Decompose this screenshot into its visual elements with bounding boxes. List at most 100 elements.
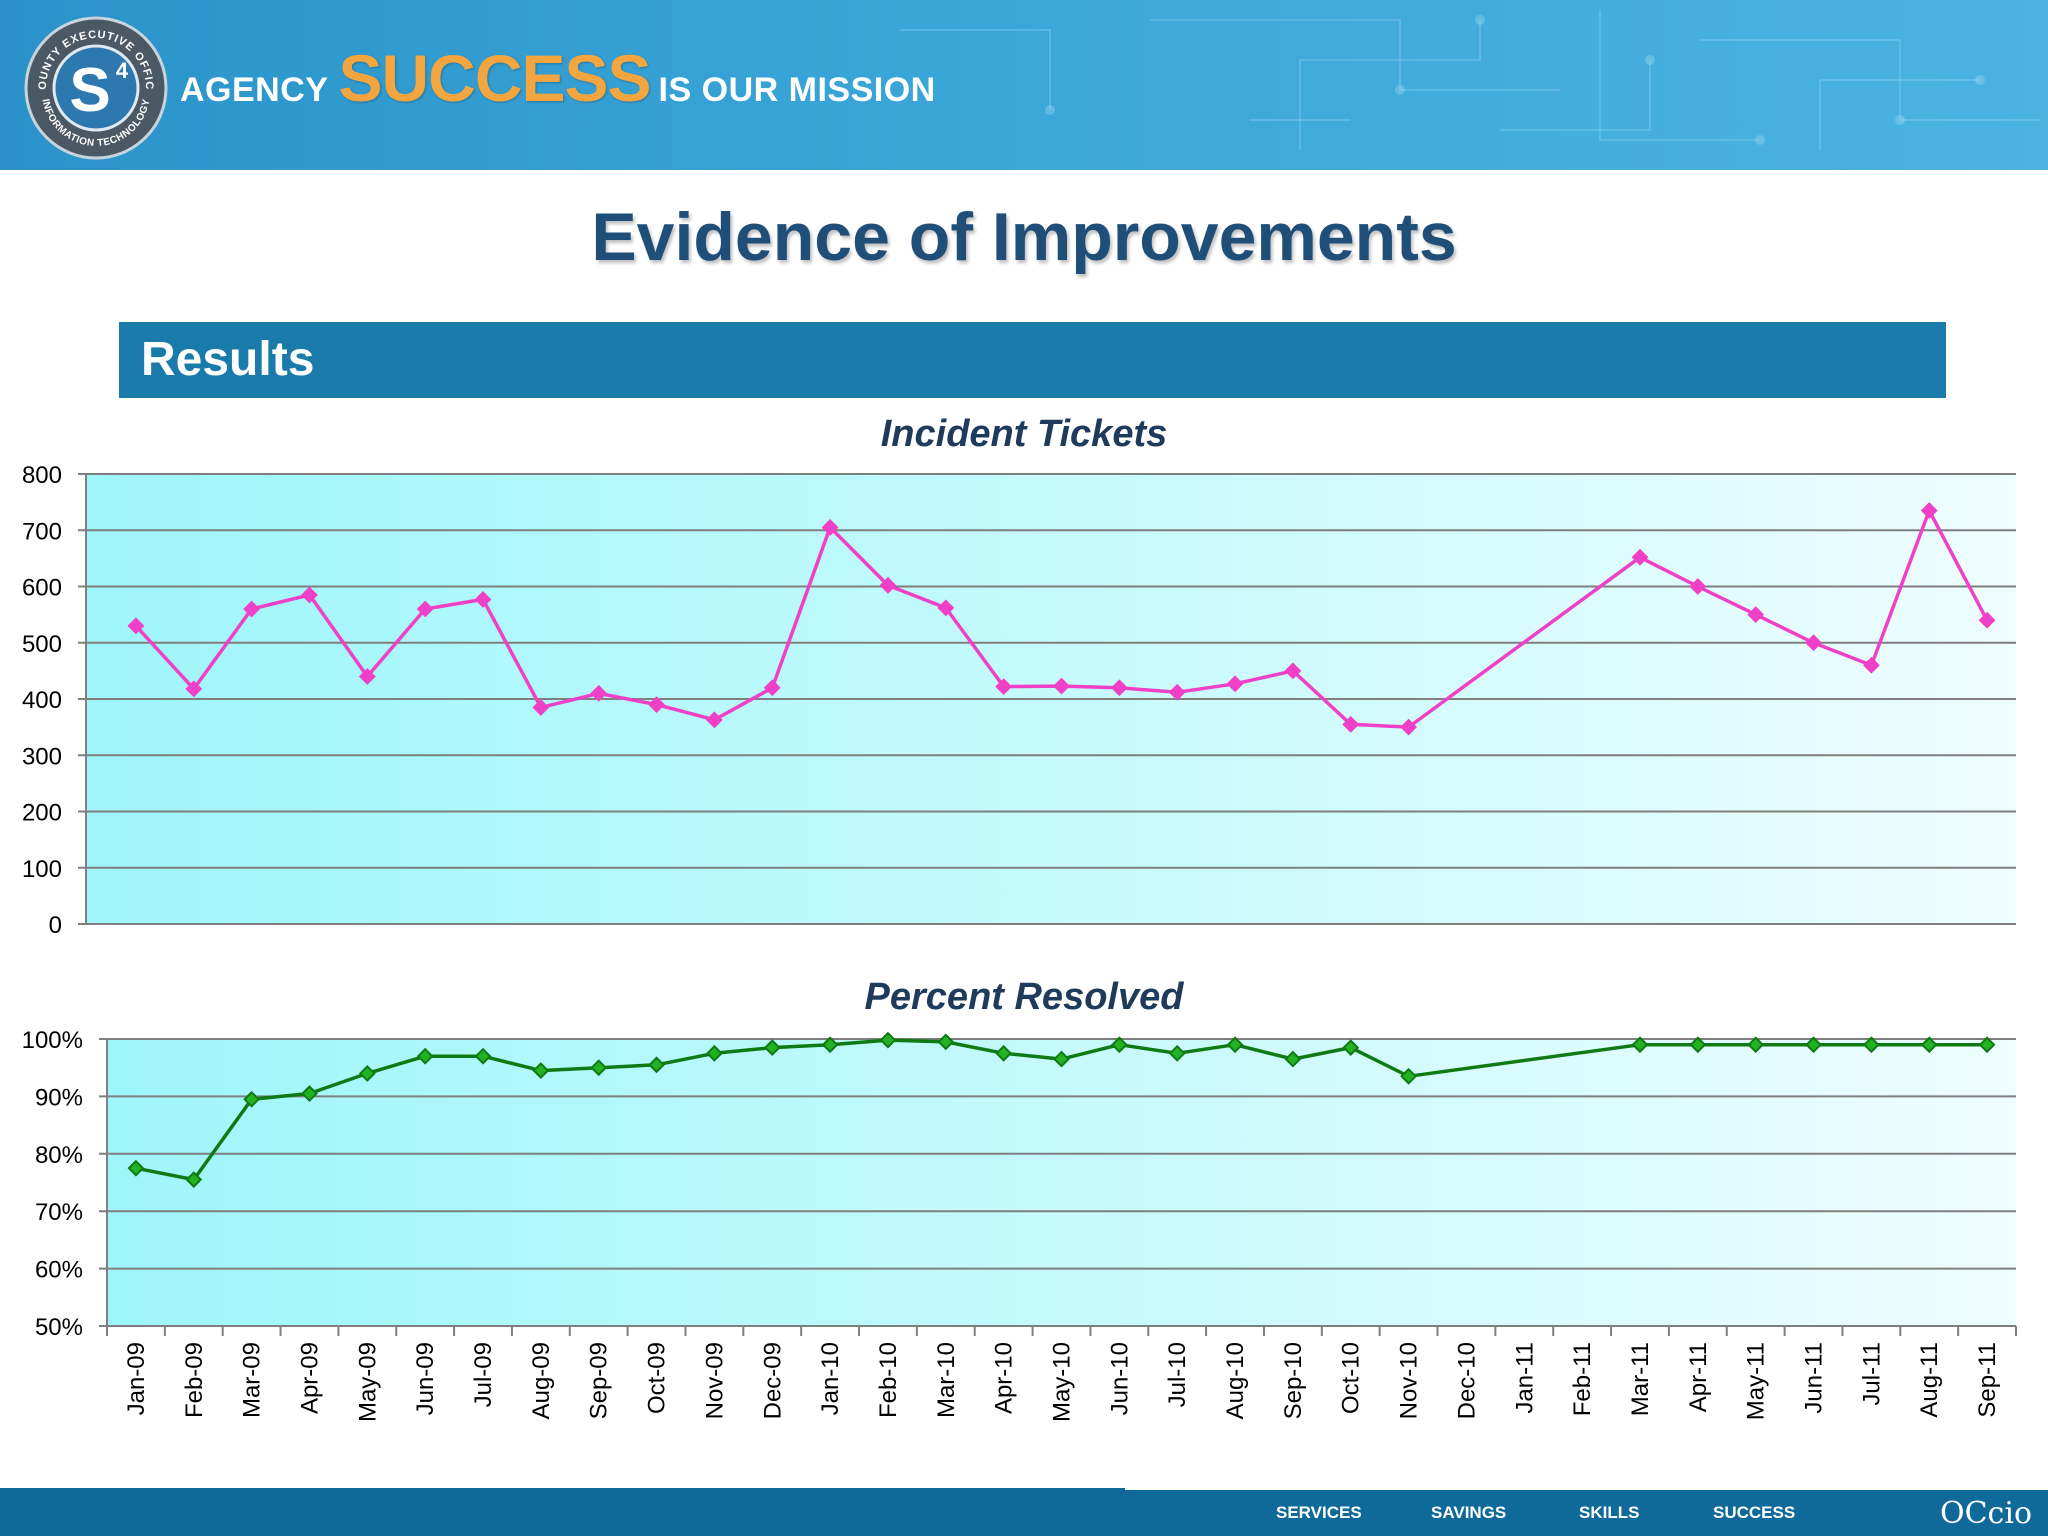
occio-logo: OCcio <box>1940 1494 2032 1532</box>
incident-data-point <box>1862 656 1880 674</box>
resolved-data-point <box>243 1090 261 1108</box>
resolved-chart-title: Percent Resolved <box>865 976 1185 1018</box>
resolved-xtick-label: Apr-11 <box>1685 1342 1712 1412</box>
resolved-ytick-label: 50% <box>35 1314 83 1341</box>
cio-seal-logo: COUNTY EXECUTIVE OFFICE INFORMATION TECH… <box>24 16 168 160</box>
incident-data-point <box>821 519 839 536</box>
resolved-xtick-label: Dec-10 <box>1453 1342 1480 1419</box>
incident-data-point <box>590 684 608 702</box>
resolved-xtick-label: Oct-10 <box>1338 1342 1365 1414</box>
resolved-series-line <box>135 1038 1988 1182</box>
footer-link-services[interactable]: SERVICES <box>1276 1503 1362 1522</box>
incident-data-point <box>705 711 723 729</box>
incident-data-point <box>532 699 550 716</box>
resolved-xtick-label: May-09 <box>354 1342 381 1422</box>
svg-text:S: S <box>69 56 110 125</box>
incident-data-point <box>185 680 203 698</box>
incident-ytick-label: 300 <box>22 743 62 770</box>
section-header-label: Results <box>141 333 315 386</box>
banner: COUNTY EXECUTIVE OFFICE INFORMATION TECH… <box>0 0 2048 170</box>
resolved-xtick-label: Aug-10 <box>1222 1342 1249 1419</box>
resolved-data-point <box>821 1036 839 1054</box>
incident-data-point <box>1631 548 1649 566</box>
resolved-data-point <box>1920 1036 1938 1054</box>
resolved-data-point <box>590 1059 608 1077</box>
resolved-data-point <box>1110 1036 1128 1054</box>
resolved-xtick-label: Sep-11 <box>1974 1342 2001 1418</box>
incident-data-point <box>1920 502 1938 519</box>
resolved-data-point <box>1631 1036 1649 1054</box>
resolved-xtick-label: May-10 <box>1049 1342 1076 1422</box>
incident-data-point <box>1400 718 1418 736</box>
resolved-xtick-label: Sep-09 <box>586 1342 613 1419</box>
page-title: Evidence of Improvements <box>591 199 1457 275</box>
resolved-xtick-label: Apr-10 <box>991 1342 1018 1414</box>
resolved-xtick-label: Jul-10 <box>1164 1342 1191 1407</box>
resolved-data-point <box>879 1031 897 1049</box>
incident-ytick-label: 0 <box>49 912 62 939</box>
circuit-pattern-decoration <box>900 10 2040 150</box>
resolved-xtick-label: Oct-09 <box>644 1342 671 1414</box>
resolved-data-point <box>763 1039 781 1057</box>
resolved-xtick-label: Feb-09 <box>181 1342 208 1418</box>
resolved-xtick-label: Jun-11 <box>1801 1342 1828 1414</box>
incident-data-point <box>127 617 145 635</box>
section-header-bar: Results <box>119 322 1946 398</box>
footer-link-success[interactable]: SUCCESS <box>1713 1503 1796 1522</box>
incident-data-point <box>243 600 261 618</box>
footer-link-savings[interactable]: SAVINGS <box>1431 1503 1507 1522</box>
resolved-data-point <box>1053 1050 1070 1068</box>
incident-ytick-label: 800 <box>22 462 62 489</box>
incident-ytick-label: 400 <box>22 687 62 714</box>
resolved-data-point <box>1284 1050 1302 1068</box>
resolved-xtick-label: Mar-10 <box>933 1342 960 1418</box>
tagline-success: SUCCESS <box>338 41 651 115</box>
resolved-data-point <box>1226 1036 1244 1054</box>
resolved-data-point <box>532 1062 550 1079</box>
resolved-ytick-label: 90% <box>35 1084 83 1111</box>
resolved-xtick-label: Aug-11 <box>1916 1342 1943 1418</box>
resolved-data-point <box>185 1171 203 1189</box>
charts-canvas: Incident Tickets 0 100 200 300 400 500 600 700 80… <box>22 413 2017 1422</box>
resolved-data-point <box>1862 1036 1880 1054</box>
resolved-data-point <box>127 1159 145 1177</box>
incident-data-point <box>358 668 376 685</box>
incident-ytick-label: 600 <box>22 575 62 602</box>
incident-data-point <box>879 576 897 594</box>
footer-divider <box>1125 1488 2048 1490</box>
incident-series-line <box>134 508 1989 729</box>
incident-data-point <box>1284 662 1302 680</box>
resolved-data-point <box>416 1047 434 1065</box>
resolved-xtick-label: Jun-10 <box>1106 1342 1133 1415</box>
resolved-xtick-label: Dec-09 <box>759 1342 786 1419</box>
tagline-agency: AGENCY <box>180 71 329 109</box>
footer-link-skills[interactable]: SKILLS <box>1579 1503 1640 1522</box>
resolved-xtick-label: Nov-09 <box>701 1342 728 1419</box>
incident-data-point <box>1978 611 1996 629</box>
incident-data-point <box>763 679 781 697</box>
resolved-xtick-label: May-11 <box>1743 1342 1770 1420</box>
resolved-data-point <box>474 1047 492 1065</box>
resolved-data-point <box>1689 1036 1707 1054</box>
resolved-ytick-label: 70% <box>35 1199 83 1226</box>
incident-data-point <box>995 678 1013 696</box>
incident-ytick-label: 700 <box>22 518 62 545</box>
resolved-data-point <box>995 1044 1013 1062</box>
resolved-data-point <box>301 1085 318 1102</box>
resolved-data-point <box>648 1056 665 1074</box>
resolved-xtick-label: Mar-09 <box>239 1342 266 1418</box>
resolved-xtick-label: Mar-11 <box>1627 1342 1654 1416</box>
resolved-data-point <box>1747 1036 1765 1054</box>
resolved-xtick-label: Feb-10 <box>875 1342 902 1418</box>
resolved-xtick-label: Apr-09 <box>296 1342 323 1414</box>
banner-tagline: AGENCY SUCCESS IS OUR MISSION <box>180 40 936 120</box>
incident-data-point <box>1110 679 1128 697</box>
resolved-xtick-label: Sep-10 <box>1280 1342 1307 1419</box>
svg-text:4: 4 <box>116 58 129 83</box>
footer-bar: SERVICES SAVINGS SKILLS SUCCESS OCcio <box>0 1488 2048 1536</box>
resolved-xtick-label: Jun-09 <box>412 1342 439 1415</box>
incident-data-point <box>1168 683 1186 701</box>
resolved-xtick-label: Jan-10 <box>817 1342 844 1415</box>
resolved-ytick-label: 60% <box>35 1257 83 1284</box>
resolved-data-point <box>1342 1039 1360 1057</box>
